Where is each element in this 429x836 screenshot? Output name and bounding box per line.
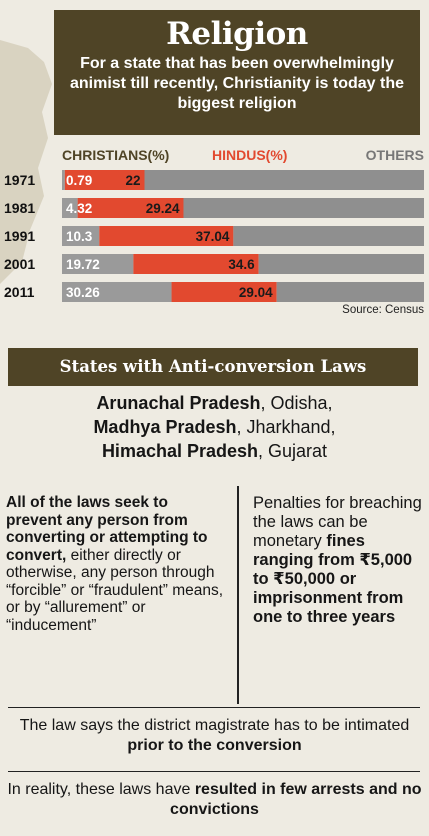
laws-purpose-text: All of the laws seek to prevent any pers… [6,494,228,634]
year-label-1971: 1971 [4,172,35,188]
state-himachal: Himachal Pradesh [101,441,259,461]
label-christians-2011: 30.26 [66,285,100,300]
states-list: Arunachal Pradesh, Odisha, Madhya Prades… [0,391,429,463]
reality-pre: In reality, these laws have [7,781,195,798]
bar-hindus-1981 [77,198,184,218]
label-hindus-1981: 29.24 [146,201,180,216]
state-arunachal: Arunachal Pradesh [96,393,261,413]
state-madhya: Madhya Pradesh [93,417,237,437]
label-hindus-1971: 22 [125,173,140,188]
bar-christians-1991 [62,226,100,246]
bar-others-2011 [276,282,424,302]
legend-hindus: HINDUS(%) [212,147,287,163]
legend-christians: CHRISTIANS(%) [62,147,169,163]
page-title: Religion [166,16,308,52]
states-line1-rest: , Odisha, [260,393,333,413]
year-label-2011: 2011 [4,284,35,300]
laws-purpose-rest: either directly or otherwise, any person… [6,546,224,634]
bar-christians-1981 [62,198,78,218]
laws-purpose-bold: All of the laws seek to prevent any pers… [6,494,208,564]
penalties-pre: Penalties for breaching the laws can be … [253,494,422,550]
divider-line [8,771,420,772]
bar-others-2001 [258,254,424,274]
header-box: Religion For a state that has been overw… [54,10,420,135]
states-line2-rest: , Jharkhand, [236,417,336,437]
bar-hindus-2011 [171,282,277,302]
reality-bold: resulted in few arrests and no convictio… [170,781,422,818]
label-hindus-2011: 29.04 [239,285,273,300]
bar-christians-2001 [62,254,134,274]
states-line3-rest: , Gujarat [258,441,328,461]
legend-others: OTHERS [366,147,424,163]
bar-hindus-1991 [99,226,234,246]
label-christians-1981: 4.32 [66,201,92,216]
column-divider [237,486,239,704]
year-label-1981: 1981 [4,200,35,216]
magistrate-bold: prior to the conversion [127,737,302,754]
bar-others-1981 [183,198,424,218]
label-christians-1991: 10.3 [66,229,93,244]
bar-others-1991 [233,226,424,246]
label-christians-1971: 0.79 [66,173,92,188]
bar-others-1971 [144,170,424,190]
chart-source: Source: Census [342,304,424,316]
page-subtitle: For a state that has been overwhelmingly… [69,55,404,112]
magistrate-text: The law says the district magistrate has… [0,716,429,756]
reality-text: In reality, these laws have resulted in … [0,780,429,820]
bar-christians-2011 [62,282,172,302]
section-banner: States with Anti-conversion Laws [8,348,418,386]
year-label-2001: 2001 [4,256,35,272]
label-hindus-1991: 37.04 [196,229,230,244]
magistrate-pre: The law says the district magistrate has… [19,717,410,734]
year-label-1991: 1991 [4,228,35,244]
penalties-text: Penalties for breaching the laws can be … [253,494,425,627]
map-silhouette [0,40,52,284]
religion-stacked-bar-chart: CHRISTIANS(%) HINDUS(%) OTHERS 1971 0.79 22 19… [4,147,424,316]
divider-line [8,707,420,708]
label-hindus-2001: 34.6 [228,257,255,272]
bar-christians-1971 [62,170,65,190]
label-christians-2001: 19.72 [66,257,100,272]
bar-hindus-1971 [64,170,145,190]
penalties-bold: fines ranging from ₹5,000 to ₹50,000 or … [253,532,413,626]
bar-hindus-2001 [133,254,259,274]
